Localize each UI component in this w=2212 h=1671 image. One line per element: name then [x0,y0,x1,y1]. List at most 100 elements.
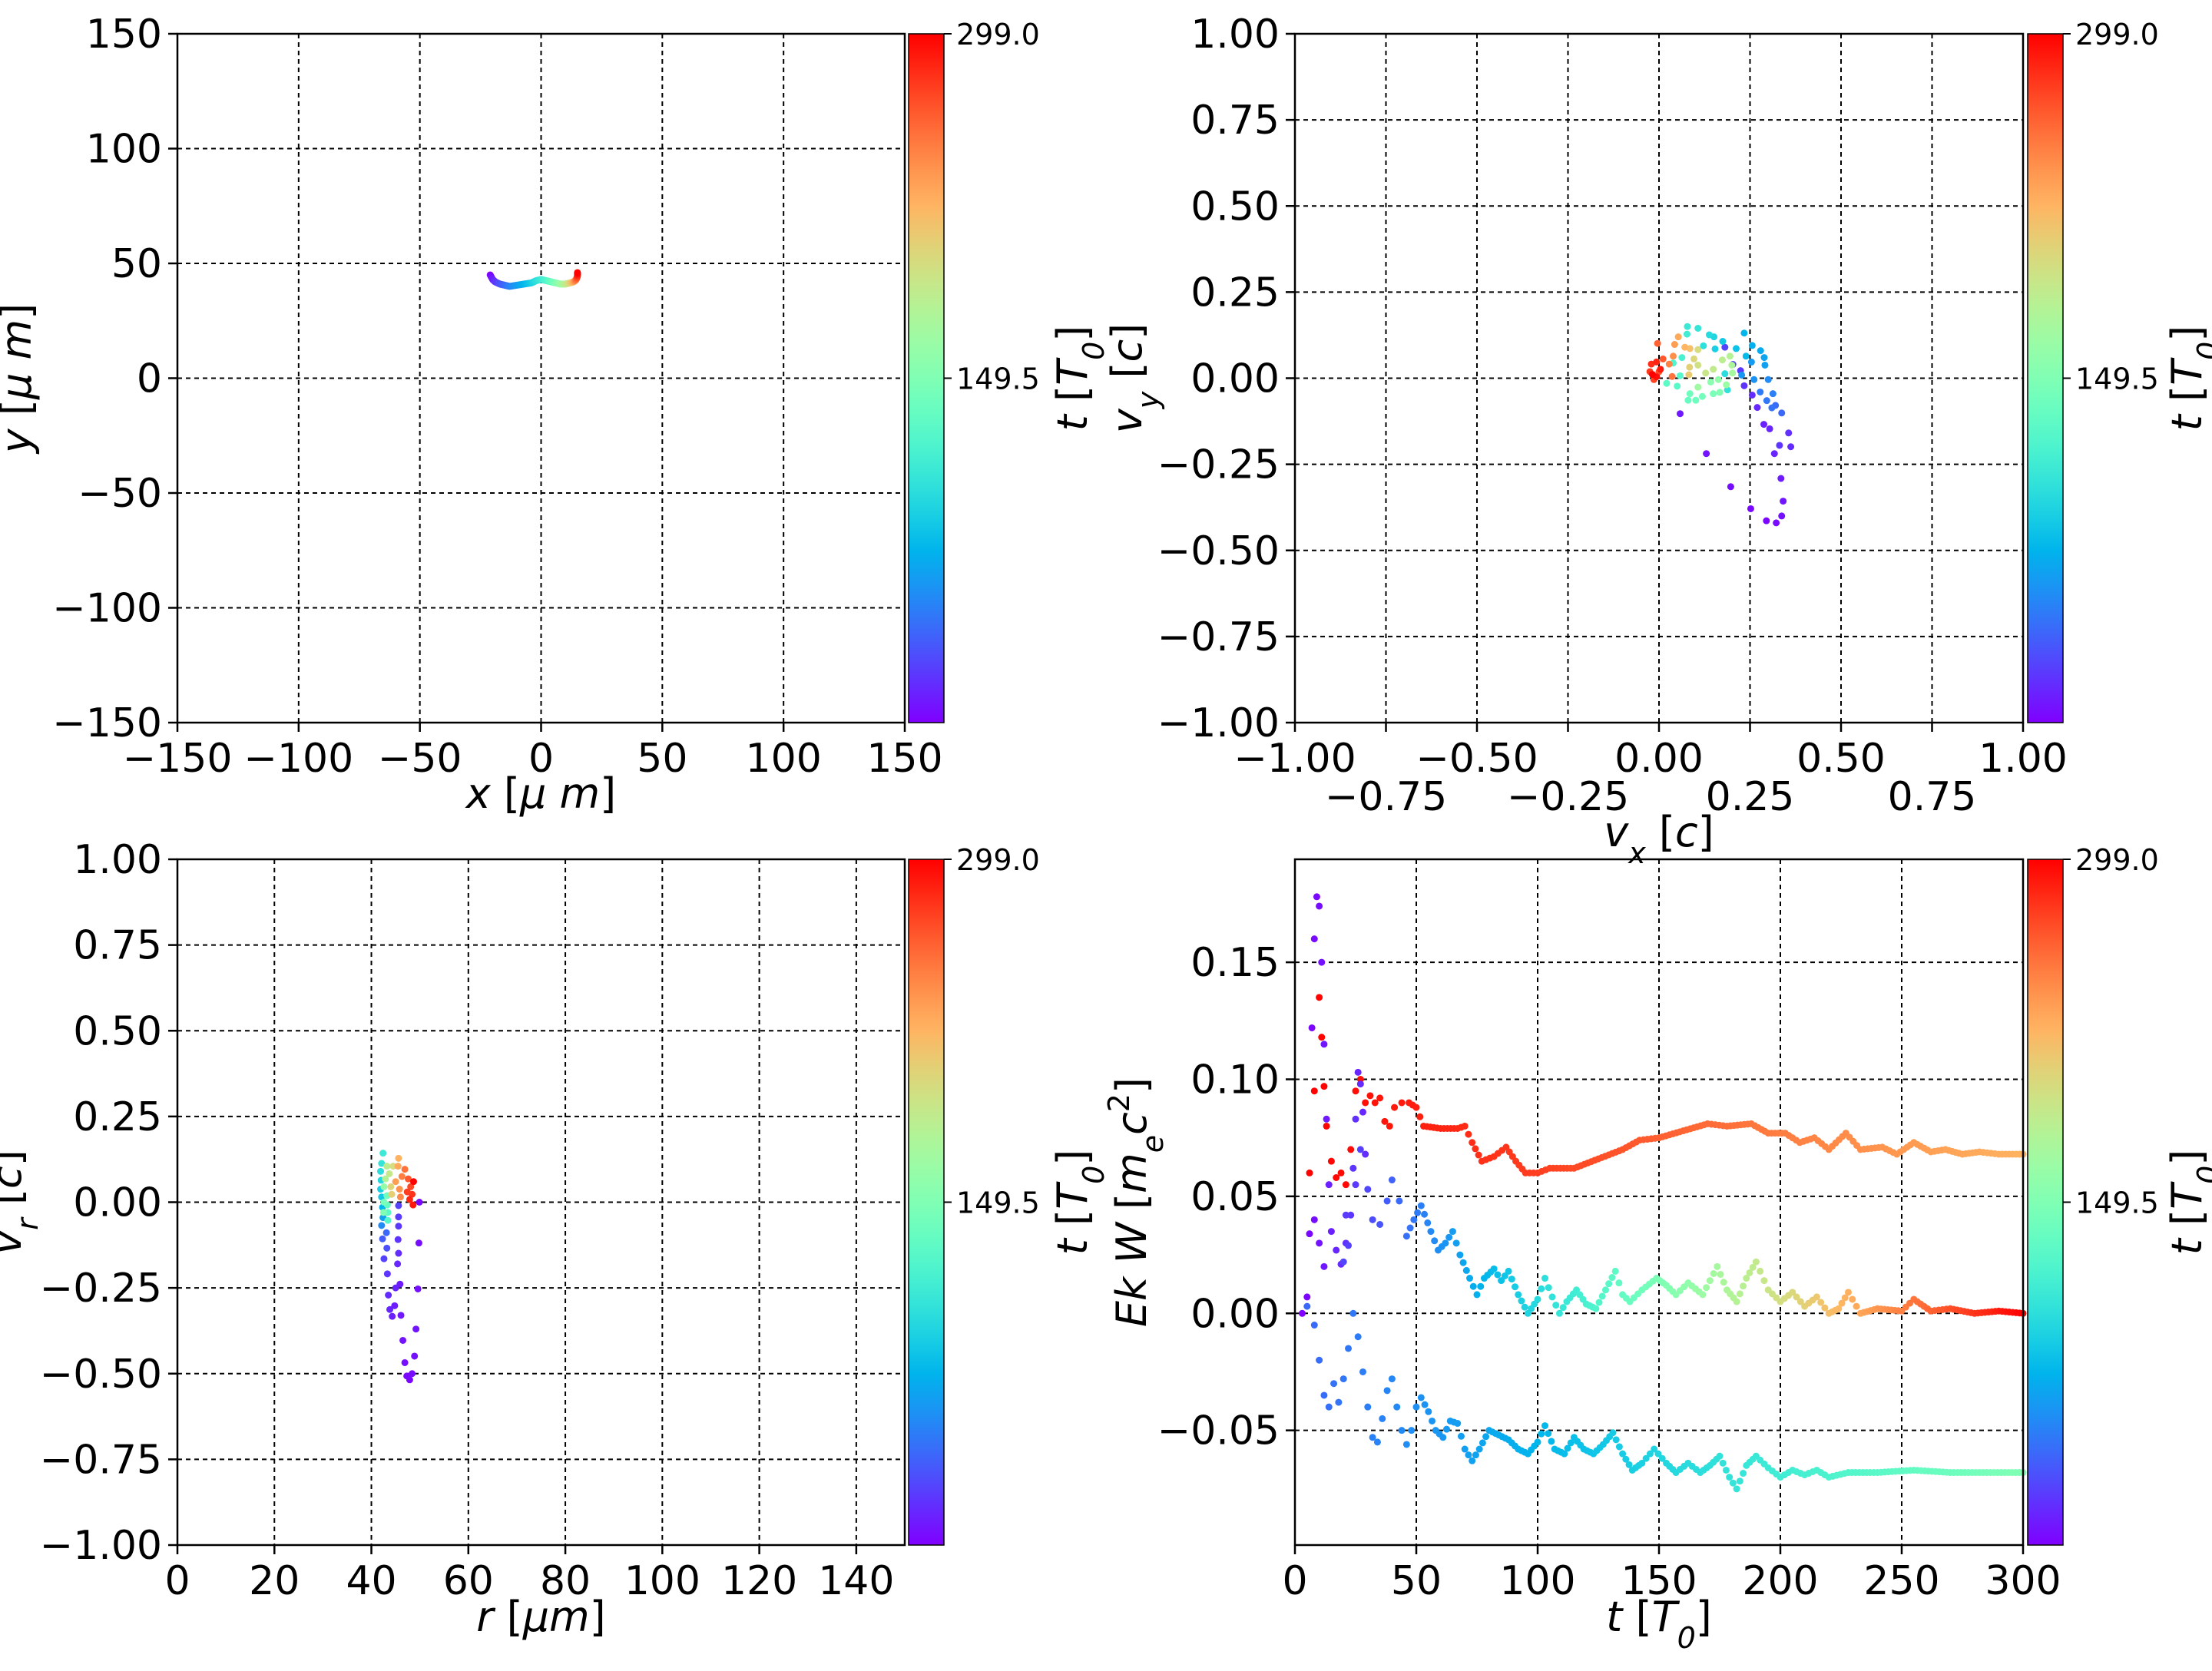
data-point [1337,1169,1345,1176]
data-point [396,1186,403,1193]
data-point [1719,1459,1727,1467]
label-part: [ [1108,1193,1156,1223]
data-point [1716,1452,1724,1460]
y-tick-label: 0.00 [73,1180,162,1226]
y-tick-label: 0.25 [73,1094,162,1140]
x-tick-label: −50 [378,736,462,782]
x-tick-label: 40 [346,1558,396,1604]
data-point [1347,1211,1355,1219]
x-tick-label: 0 [1282,1558,1307,1604]
subplot-3: 0 20 40 60 80 100 120 140 −1.00 −0.75 −0.50 −0.25 0.… [0,837,1111,1641]
data-point [396,1193,404,1201]
label-part: ] [2163,1150,2211,1166]
data-point [1410,1216,1418,1223]
x-tick-label: 150 [1621,1558,1697,1604]
data-point [1726,352,1734,360]
label-part: T [1652,1593,1681,1641]
data-point [1749,1263,1757,1271]
data-point [379,1209,387,1216]
data-point [1459,1259,1467,1266]
data-point [1663,379,1671,387]
subplot-2: −1.00−0.75−0.50−0.250.000.250.500.751.00… [1103,12,2212,870]
data-point [1349,1309,1357,1317]
data-point [1844,1289,1852,1296]
colorbar-tick-label: 299.0 [2075,18,2159,51]
data-point [1736,1477,1743,1485]
data-point [1498,1277,1505,1285]
x-tick-label: 0 [164,1558,190,1604]
data-point [1789,1289,1796,1296]
data-point [1716,389,1724,396]
data-point [1383,1197,1391,1205]
data-point [1796,1298,1804,1305]
x-tick-label: 20 [249,1558,300,1604]
data-point [1685,371,1693,379]
data-point [379,1235,386,1242]
data-point [1473,1291,1481,1299]
data-point [399,1336,407,1344]
data-point [1318,1034,1326,1041]
data-point [1561,1450,1568,1458]
x-tick-label: 50 [637,736,687,782]
label-part: 2 [1102,1094,1136,1112]
data-point [1601,1286,1609,1294]
data-point [1555,1309,1563,1317]
data-point [1424,1219,1432,1226]
label-part: 0 [2191,342,2212,360]
data-point [1736,1290,1743,1298]
data-point [1686,363,1694,371]
data-point [1763,397,1770,405]
scatter-points [1646,323,1795,527]
colorbar-gradient [2028,34,2063,723]
colorbar-label: t [T0] [2163,1150,2212,1256]
label-part: v [1604,808,1629,856]
data-point [1508,1276,1515,1283]
axes-frame [1293,32,2025,724]
data-point [1548,1293,1556,1301]
data-point [1595,1299,1603,1306]
data-point [1472,1451,1479,1459]
data-point [1383,1387,1391,1395]
data-point [1668,372,1676,380]
data-point [1742,352,1750,360]
label-part: x [1628,836,1646,870]
data-point [1534,1438,1541,1446]
data-point [1462,1266,1470,1274]
data-point [1443,1425,1450,1433]
data-point [1354,1333,1362,1341]
y-tick-label: −0.25 [40,1266,162,1312]
data-point [1835,1305,1843,1312]
data-point [1706,1277,1714,1285]
y-tick-label: −50 [78,471,162,517]
data-point [380,1199,388,1206]
x-tick-label: 50 [1391,1558,1442,1604]
colorbar-tick-label: 149.5 [956,362,1040,396]
data-point [1694,361,1702,369]
data-point [1518,1297,1525,1305]
data-point [1376,1094,1384,1102]
data-point [394,1236,402,1243]
x-axis-label: vx [c] [1604,808,1714,870]
x-tick-label: 100 [1499,1558,1575,1604]
data-point [377,1167,385,1175]
data-point [1327,1228,1335,1236]
data-point [1439,1434,1447,1441]
x-tick-label: −0.25 [1507,774,1629,820]
data-point [1817,1299,1825,1306]
data-point [1612,1436,1620,1444]
data-point [383,1244,391,1252]
x-tick-label: 150 [866,736,942,782]
data-point [1653,358,1661,366]
data-point [1625,1461,1633,1468]
data-point [1605,1280,1613,1288]
label-part: T [1048,357,1097,385]
y-axis-label: vr [c] [0,1150,45,1255]
data-point [1534,1295,1541,1303]
data-point [1793,1293,1800,1301]
x-tick-label: 0 [528,736,554,782]
data-point [1778,512,1786,520]
label-part: 0 [2191,1166,2212,1184]
data-point [386,1305,394,1313]
label-part: [ [0,399,41,429]
colorbar-tick-label: 149.5 [2075,1186,2159,1220]
